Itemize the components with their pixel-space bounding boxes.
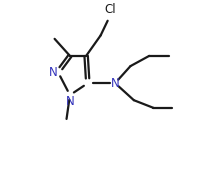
Text: N: N	[48, 66, 57, 79]
Text: N: N	[66, 95, 74, 108]
Text: Cl: Cl	[104, 3, 116, 16]
Text: N: N	[111, 77, 119, 90]
